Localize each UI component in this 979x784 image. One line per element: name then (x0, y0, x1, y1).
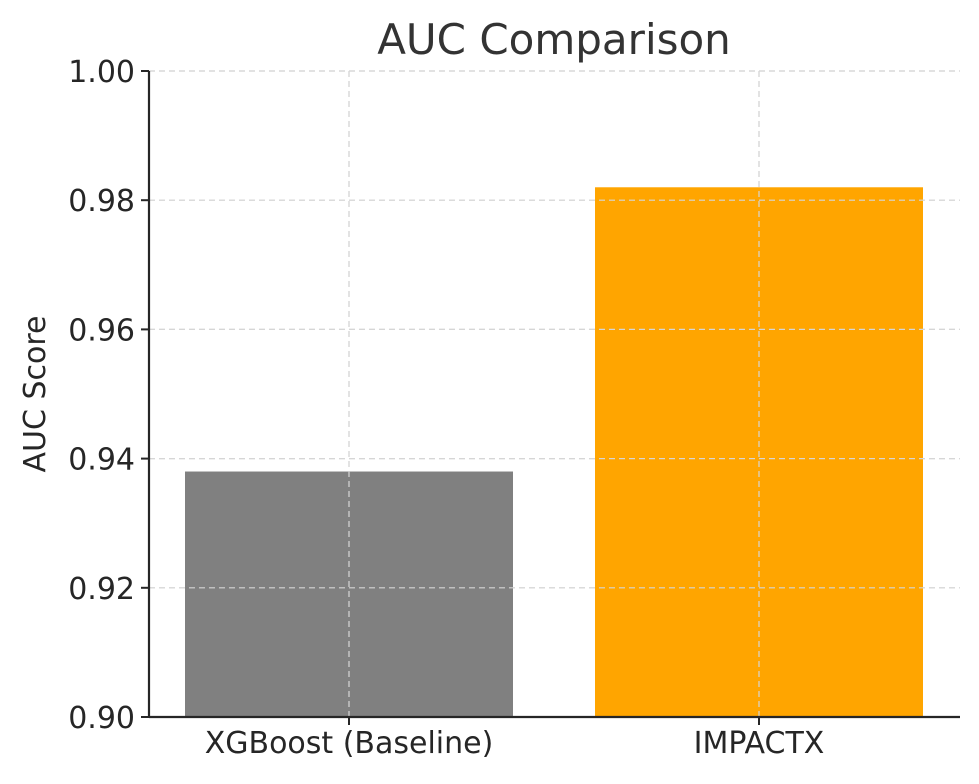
x-tick-label: IMPACTX (694, 726, 825, 761)
bar-layer (149, 70, 960, 717)
grid-overlay (149, 70, 960, 717)
y-tick-label: 0.90 (68, 701, 135, 736)
axis-layer: 0.90 0.92 0.94 0.96 0.98 1.00 XGBoost (Baselin… (68, 55, 960, 761)
y-axis-label: AUC Score (18, 316, 53, 473)
chart-title: AUC Comparison (377, 15, 731, 64)
y-tick-label: 0.96 (68, 313, 135, 348)
y-tick-label: 0.98 (68, 184, 135, 219)
y-tick-label: 0.94 (68, 443, 135, 478)
y-tick-label: 0.92 (68, 572, 135, 607)
y-tick-label: 1.00 (68, 55, 135, 90)
x-tick-label: XGBoost (Baseline) (205, 726, 494, 761)
